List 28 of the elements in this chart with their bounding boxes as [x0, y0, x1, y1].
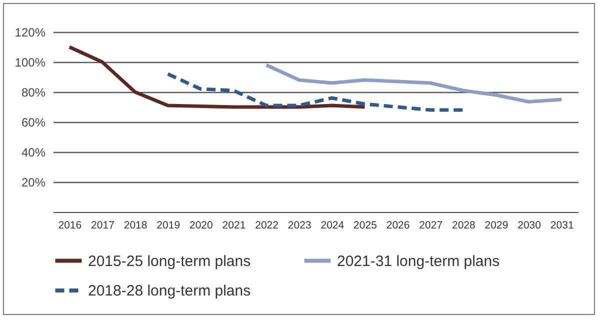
- x-tick-label: 2030: [518, 220, 542, 232]
- line-series: [68, 45, 366, 109]
- x-tick-label: 2018: [124, 220, 148, 232]
- x-tick-label: 2028: [452, 220, 476, 232]
- y-tick-label: 40%: [21, 146, 46, 160]
- x-tick-label: 2025: [354, 220, 378, 232]
- x-tick-label: 2016: [58, 220, 82, 232]
- y-tick-label: 60%: [21, 116, 46, 130]
- legend-label: 2015-25 long-term plans: [88, 252, 251, 270]
- x-tick-label: 2019: [156, 220, 180, 232]
- x-tick-label: 2017: [91, 220, 115, 232]
- x-tick-label: 2026: [386, 220, 410, 232]
- x-tick-label: 2027: [419, 220, 443, 232]
- x-tick-label: 2021: [222, 220, 246, 232]
- x-tick-label: 2020: [189, 220, 213, 232]
- legend-label: 2021-31 long-term plans: [337, 252, 500, 270]
- y-tick-label: 80%: [21, 86, 46, 100]
- y-tick-label: 120%: [14, 26, 46, 40]
- x-tick-label: 2029: [484, 220, 508, 232]
- y-tick-label: 20%: [21, 176, 46, 190]
- legend-label: 2018-28 long-term plans: [88, 282, 251, 300]
- line-series: [166, 72, 465, 112]
- x-tick-label: 2031: [550, 220, 574, 232]
- y-tick-label: 100%: [14, 56, 46, 70]
- x-tick-label: 2022: [255, 220, 279, 232]
- x-tick-label: 2023: [288, 220, 312, 232]
- line-series: [264, 63, 564, 104]
- x-tick-label: 2024: [320, 220, 344, 232]
